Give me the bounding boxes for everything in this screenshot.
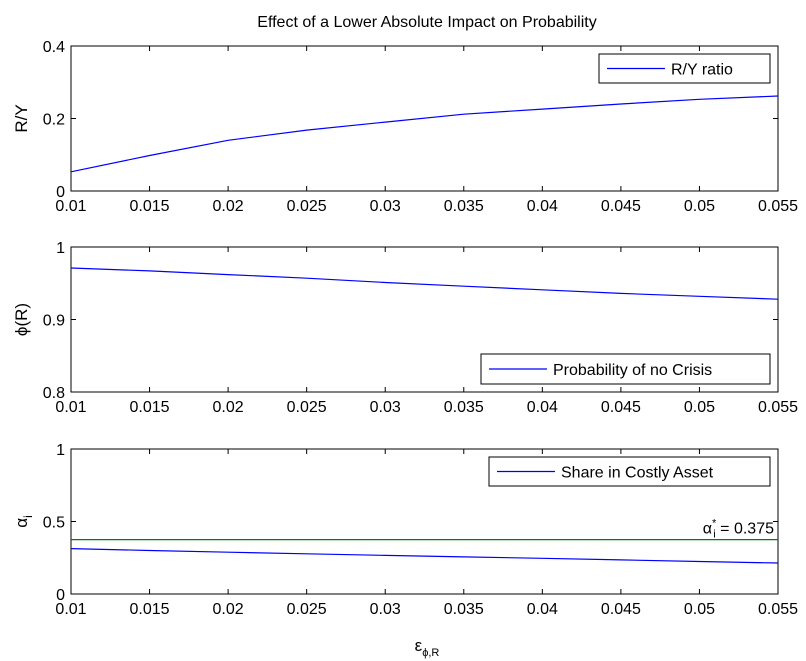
legend: R/Y ratio: [598, 53, 771, 84]
x-tick-label: 0.015: [130, 399, 170, 416]
y-tick-label: 0: [56, 587, 65, 604]
legend-label: Probability of no Crisis: [553, 362, 712, 379]
x-tick-label: 0.02: [213, 198, 244, 215]
x-tick-label: 0.01: [55, 198, 86, 215]
reference-line-label: α* i = 0.375: [703, 518, 774, 541]
x-tick-label: 0.02: [213, 601, 244, 618]
x-tick-label: 0.025: [287, 601, 327, 618]
y-axis-label: αi: [12, 515, 35, 528]
x-tick-label: 0.035: [444, 198, 484, 215]
x-tick-label: 0.03: [370, 601, 401, 618]
subplot-2: 0.01 0.015 0.02 0.025 0.03 0.035 0.04 0.045 0.05…: [12, 240, 798, 416]
x-tick-label: 0.05: [684, 198, 715, 215]
x-tick-label: 0.03: [370, 198, 401, 215]
x-tick-label: 0.01: [55, 601, 86, 618]
x-tick-label: 0.04: [527, 198, 558, 215]
x-tick-label: 0.015: [130, 601, 170, 618]
x-tick-label: 0.035: [444, 399, 484, 416]
y-tick-label: 0.2: [43, 112, 65, 129]
y-tick-label: 1: [56, 240, 65, 257]
series-line: [70, 267, 779, 300]
x-tick-label: 0.035: [444, 601, 484, 618]
series-line: [70, 95, 779, 173]
x-tick-label: 0.055: [758, 601, 798, 618]
figure-title: Effect of a Lower Absolute Impact on Pro…: [257, 14, 596, 31]
y-tick-label: 0.8: [43, 385, 65, 402]
x-tick-label: 0.01: [55, 399, 86, 416]
x-tick-label: 0.05: [684, 399, 715, 416]
subplot-1: 0.01 0.015 0.02 0.025 0.03 0.035 0.04 0.045 0.05…: [12, 39, 798, 215]
y-tick-label: 0.5: [43, 515, 65, 532]
x-tick-label: 0.04: [527, 399, 558, 416]
subplots: 0.01 0.015 0.02 0.025 0.03 0.035 0.04 0.045 0.05…: [12, 39, 798, 618]
x-tick-label: 0.05: [684, 601, 715, 618]
y-axis-label: ϕ(R): [12, 303, 31, 336]
x-tick-label: 0.02: [213, 399, 244, 416]
x-tick-label: 0.055: [758, 399, 798, 416]
x-tick-label: 0.055: [758, 198, 798, 215]
y-tick-label: 0.9: [43, 313, 65, 330]
x-tick-label: 0.03: [370, 399, 401, 416]
y-axis-label: R/Y: [12, 104, 31, 132]
y-tick-label: 0: [56, 184, 65, 201]
legend-label: Share in Costly Asset: [561, 465, 714, 482]
x-tick-label: 0.015: [130, 198, 170, 215]
legend-label: R/Y ratio: [671, 62, 733, 79]
x-tick-label: 0.025: [287, 399, 327, 416]
legend: Probability of no Crisis: [480, 353, 771, 385]
legend: Share in Costly Asset: [488, 456, 771, 487]
y-tick-label: 1: [56, 442, 65, 459]
series-line: [70, 548, 779, 564]
x-tick-label: 0.025: [287, 198, 327, 215]
x-axis-label: εϕ,R: [415, 636, 440, 659]
x-tick-label: 0.045: [601, 198, 641, 215]
y-tick-label: 0.4: [43, 39, 65, 56]
x-tick-label: 0.04: [527, 601, 558, 618]
x-tick-label: 0.045: [601, 601, 641, 618]
x-tick-label: 0.045: [601, 399, 641, 416]
subplot-3: 0.01 0.015 0.02 0.025 0.03 0.035 0.04 0.045 0.05…: [12, 442, 798, 618]
